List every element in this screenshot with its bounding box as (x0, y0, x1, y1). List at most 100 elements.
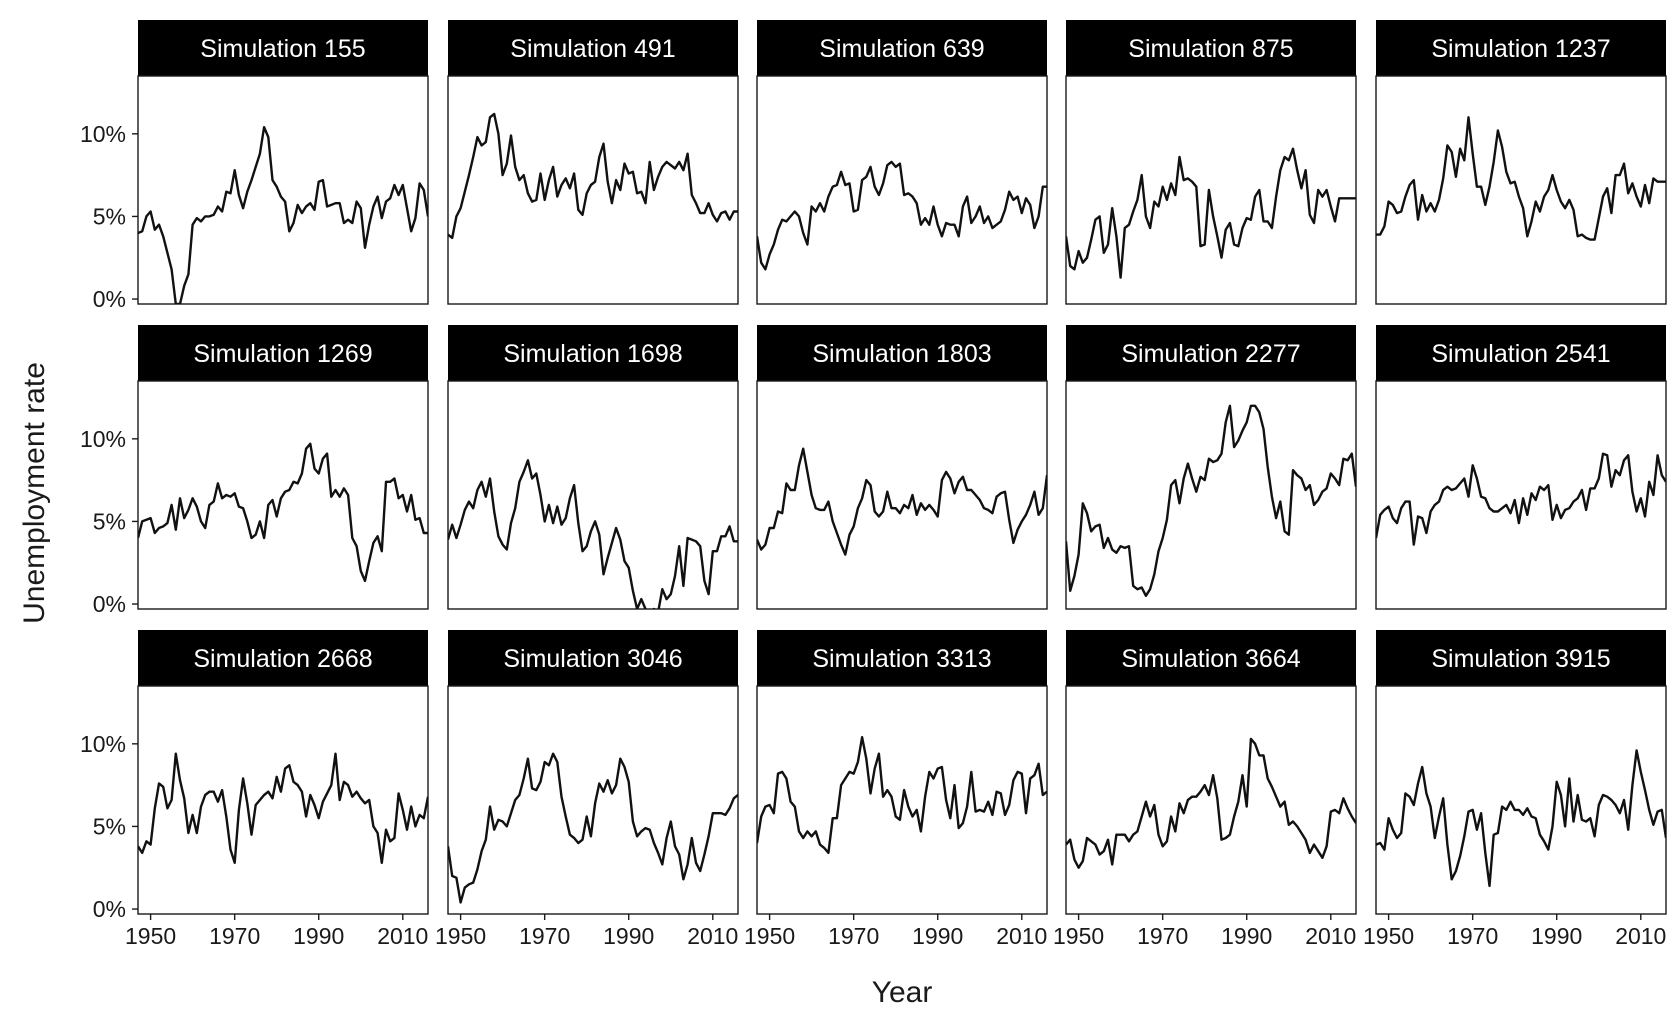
facet-strip (448, 20, 738, 76)
facet-strip-label: Simulation 3313 (812, 645, 991, 673)
plot-area (137, 685, 429, 915)
facet-strip-label: Simulation 1269 (193, 340, 372, 368)
y-tick-label: 0% (93, 286, 126, 312)
series-line (1066, 737, 1356, 869)
series-line (757, 447, 1047, 556)
x-tick-label: 1970 (828, 923, 879, 949)
facet-panel: Simulation 3664 1950 1970 1990 2010 (1053, 630, 1357, 949)
series-line (1376, 116, 1666, 241)
series-line (448, 459, 738, 609)
facet-panel: Simulation 1269 0% 5% 10% (80, 325, 429, 617)
plot-area (756, 380, 1048, 610)
facet-strip (138, 20, 428, 76)
x-axis-title: Year (872, 976, 933, 1009)
facet-strip-label: Simulation 155 (200, 35, 365, 63)
facet-panel: Simulation 2668 0% 5% 10% 1950 1970 1990 2010 (80, 630, 429, 949)
facet-panel: Simulation 2277 (1065, 325, 1357, 610)
x-tick-label: 2010 (1305, 923, 1356, 949)
facet-strip-label: Simulation 875 (1128, 35, 1293, 63)
x-tick-label: 2010 (687, 923, 738, 949)
x-tick-label: 1990 (912, 923, 963, 949)
series-line (1376, 749, 1666, 888)
x-tick-label: 1950 (1363, 923, 1414, 949)
facet-panel: Simulation 491 (447, 20, 739, 305)
facet-strip-label: Simulation 491 (510, 35, 675, 63)
facet-strip (1066, 630, 1356, 686)
y-tick-label: 5% (93, 508, 126, 534)
facet-strip-label: Simulation 1237 (1431, 35, 1610, 63)
facet-panels: Simulation 155 0% 5% 10% Simulation 491 Simul… (80, 20, 1667, 949)
x-tick-label: 2010 (1615, 923, 1666, 949)
plot-area (1375, 75, 1667, 305)
facet-panel: Simulation 3915 1950 1970 1990 2010 (1363, 630, 1667, 949)
facet-panel: Simulation 155 0% 5% 10% (80, 20, 429, 312)
facet-strip (1376, 630, 1666, 686)
facet-strip-label: Simulation 2541 (1431, 340, 1610, 368)
plot-area (1375, 685, 1667, 915)
plot-area (447, 380, 739, 610)
facet-panel: Simulation 1698 (447, 325, 739, 610)
facet-strip-label: Simulation 3664 (1121, 645, 1300, 673)
series-line (138, 126, 428, 304)
facet-strip-label: Simulation 3046 (503, 645, 682, 673)
x-tick-label: 1950 (1053, 923, 1104, 949)
plot-area (756, 75, 1048, 305)
facet-panel: Simulation 1803 (756, 325, 1048, 610)
plot-area (447, 685, 739, 915)
plot-area (447, 75, 739, 305)
series-line (138, 442, 428, 583)
facet-strip (757, 325, 1047, 381)
x-tick-label: 1950 (435, 923, 486, 949)
series-line (757, 736, 1047, 855)
facet-strip (1376, 20, 1666, 76)
facet-strip (757, 20, 1047, 76)
y-axis-title: Unemployment rate (18, 362, 51, 624)
plot-area (1065, 380, 1357, 610)
x-tick-label: 2010 (996, 923, 1047, 949)
facet-strip (138, 630, 428, 686)
y-tick-label: 0% (93, 896, 126, 922)
facet-strip-label: Simulation 1803 (812, 340, 991, 368)
facet-strip-label: Simulation 1698 (503, 340, 682, 368)
x-tick-label: 2010 (377, 923, 428, 949)
x-tick-label: 1990 (293, 923, 344, 949)
facet-panel: Simulation 2541 (1375, 325, 1667, 610)
series-line (448, 752, 738, 904)
facet-strip (448, 325, 738, 381)
facet-strip (138, 325, 428, 381)
series-line (1066, 147, 1356, 279)
plot-area (1375, 380, 1667, 610)
x-tick-label: 1950 (125, 923, 176, 949)
facet-strip (1376, 325, 1666, 381)
facet-panel: Simulation 639 (756, 20, 1048, 305)
series-line (138, 752, 428, 864)
facet-strip (1066, 325, 1356, 381)
y-tick-label: 5% (93, 813, 126, 839)
y-tick-label: 5% (93, 203, 126, 229)
facet-panel: Simulation 875 (1065, 20, 1357, 305)
series-line (448, 112, 738, 240)
plot-area (1065, 75, 1357, 305)
x-tick-label: 1990 (1221, 923, 1272, 949)
y-tick-label: 10% (80, 426, 126, 452)
x-tick-label: 1950 (744, 923, 795, 949)
plot-area (137, 75, 429, 305)
y-tick-label: 10% (80, 121, 126, 147)
facet-strip-label: Simulation 3915 (1431, 645, 1610, 673)
x-tick-label: 1970 (519, 923, 570, 949)
y-tick-label: 0% (93, 591, 126, 617)
plot-area (1065, 685, 1357, 915)
series-line (757, 160, 1047, 271)
series-line (1376, 452, 1666, 546)
x-tick-label: 1990 (603, 923, 654, 949)
facet-strip (1066, 20, 1356, 76)
facet-panel: Simulation 3046 1950 1970 1990 2010 (435, 630, 739, 949)
x-tick-label: 1990 (1531, 923, 1582, 949)
facet-panel: Simulation 1237 (1375, 20, 1667, 305)
facet-strip (757, 630, 1047, 686)
x-tick-label: 1970 (1447, 923, 1498, 949)
x-tick-label: 1970 (209, 923, 260, 949)
facet-panel: Simulation 3313 1950 1970 1990 2010 (744, 630, 1048, 949)
y-tick-label: 10% (80, 731, 126, 757)
